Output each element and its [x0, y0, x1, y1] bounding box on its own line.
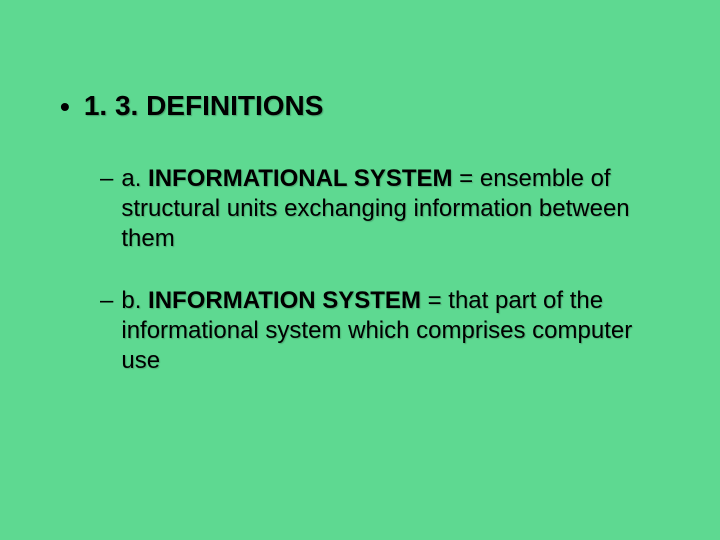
dash-icon: – [100, 286, 113, 316]
definition-item-b: – b. INFORMATION SYSTEM = that part of t… [100, 286, 660, 376]
bullet-icon: • [60, 90, 70, 124]
term: INFORMATION SYSTEM [148, 287, 421, 314]
item-label: b. [121, 287, 148, 314]
item-label: a. [121, 165, 148, 192]
term: INFORMATIONAL SYSTEM [148, 165, 452, 192]
slide-title: 1. 3. DEFINITIONS [84, 90, 324, 122]
definition-text: a. INFORMATIONAL SYSTEM = ensemble of st… [121, 164, 660, 254]
dash-icon: – [100, 164, 113, 194]
main-bullet-row: • 1. 3. DEFINITIONS [60, 90, 660, 124]
slide-container: • 1. 3. DEFINITIONS – a. INFORMATIONAL S… [0, 0, 720, 540]
definition-item-a: – a. INFORMATIONAL SYSTEM = ensemble of … [100, 164, 660, 254]
definition-text: b. INFORMATION SYSTEM = that part of the… [121, 286, 660, 376]
